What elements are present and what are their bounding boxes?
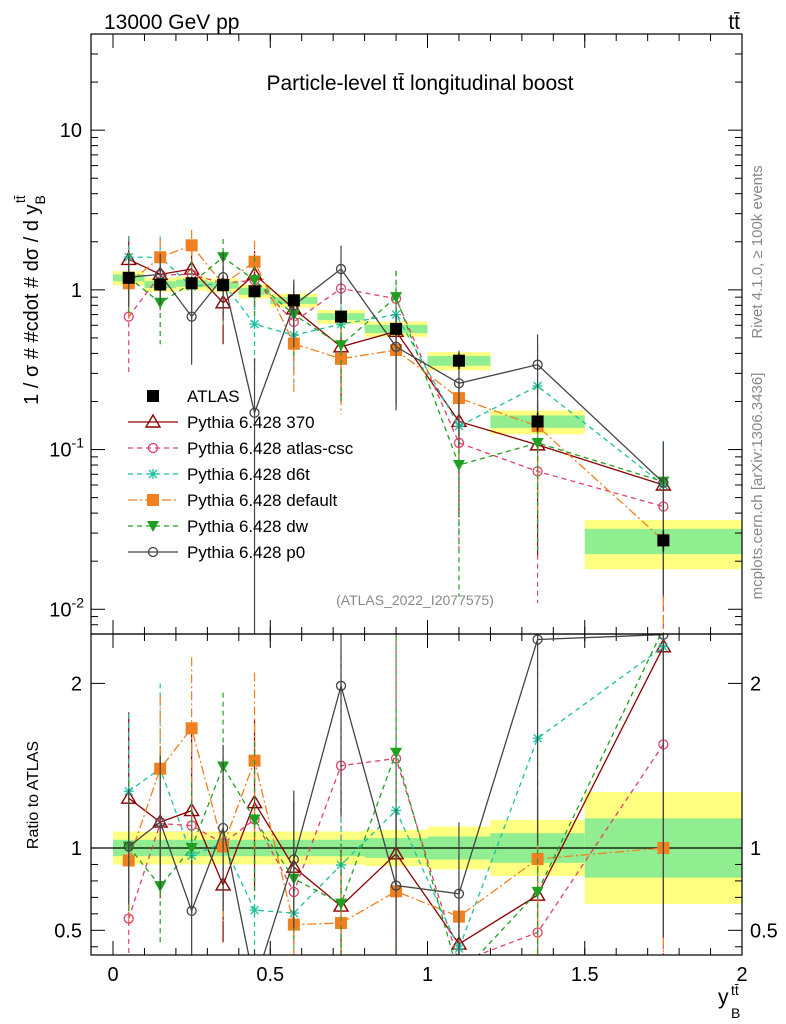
- legend-marker-pythia-6-428-p0: [147, 546, 159, 558]
- pythia-6-428-dw-point: [452, 460, 465, 472]
- pythia-6-428-default-line: [128, 244, 664, 541]
- pythia-6-428-d6t-ratio-line: [128, 646, 664, 951]
- pythia-6-428-dw-point: [390, 292, 403, 304]
- pythia-6-428-dw-point: [531, 437, 544, 449]
- atlas-data-point: [217, 279, 230, 292]
- ratio-tick-label-right: 2: [750, 673, 761, 695]
- pythia-6-428-p0-ratio-point: [532, 634, 543, 645]
- atlas-data-point: [287, 294, 300, 307]
- pythia-6-428-default-point: [335, 352, 348, 365]
- pythia-6-428-dw-ratio-point: [531, 886, 544, 898]
- legend-marker-atlas: [147, 390, 159, 402]
- atlas-data-point: [657, 534, 670, 547]
- svg-text:B: B: [731, 1005, 740, 1021]
- legend: ATLAS Pythia 6.428 370 Pythia 6.428 atlas-…: [128, 387, 354, 562]
- atlas-data-point: [122, 271, 135, 284]
- ratio-tick-label: 1: [71, 838, 82, 860]
- atlas-data-point: [531, 415, 544, 428]
- pythia-6-428-p0-point: [532, 359, 543, 370]
- pythia-6-428-p0-ratio-point: [123, 841, 134, 852]
- pythia-6-428-p0-point: [186, 311, 197, 322]
- atlas-data-point: [248, 285, 261, 298]
- atlas-data-point: [154, 278, 167, 291]
- y-tick-label: 10: [60, 120, 82, 142]
- ratio-tick-label-right: 0.5: [750, 920, 778, 942]
- pythia-6-428-dw-point: [335, 340, 348, 352]
- legend-label-pythia-6-428-default: Pythia 6.428 default: [187, 491, 338, 510]
- x-tick-label: 0.5: [256, 964, 284, 986]
- plot-title: Particle-level tt̄ longitudinal boost: [266, 72, 573, 95]
- axis-ticks: 0 0.5 1 1.5 2 10-2 10-1 1 10 0.5 0.5 1 1 2 2: [49, 33, 778, 986]
- x-tick-label: 0: [107, 964, 118, 986]
- svg-text:1 / σ # #cdot # dσ / d yBtt̄: 1 / σ # #cdot # dσ / d yBtt̄: [12, 195, 48, 405]
- pythia-6-428-p0-point: [658, 477, 669, 488]
- pythia-6-428-dw-ratio-point: [453, 971, 465, 982]
- pythia-6-428-p0-point: [335, 263, 347, 275]
- pythia-6-428-default-point: [185, 239, 198, 252]
- pythia-6-428-d6t-ratio-point: [249, 905, 260, 916]
- y-tick-label: 1: [71, 280, 82, 302]
- pythia-6-428-dw-ratio-point: [335, 898, 348, 910]
- legend-marker-pythia-6-428-dw: [147, 521, 159, 532]
- pythia-6-428-p0-ratio-point: [390, 880, 402, 891]
- pythia-6-428-d6t-point: [249, 319, 260, 330]
- pythia-6-428-p0-point: [390, 341, 402, 352]
- svg-text:y: y: [718, 986, 729, 1009]
- svg-text:tt̄: tt̄: [731, 982, 739, 998]
- pythia-6-428-p0-ratio-line: [128, 634, 664, 955]
- ratio-axis-title: Ratio to ATLAS: [25, 741, 42, 849]
- y-tick-label: 10-1: [49, 435, 84, 462]
- ratio-panel-frame: [90, 633, 743, 956]
- analysis-watermark: (ATLAS_2022_I2077575): [336, 592, 494, 608]
- pythia-6-428-default-ratio-point: [335, 917, 348, 930]
- x-tick-label: 2: [736, 964, 747, 986]
- legend-label-pythia-6-428-370: Pythia 6.428 370: [187, 413, 315, 432]
- legend-marker-pythia-6-428-370: [144, 413, 162, 428]
- pythia-6-428-p0-ratio-point: [186, 905, 197, 917]
- legend-marker-pythia-6-428-d6t: [148, 469, 158, 479]
- pythia-6-428-default-ratio-point: [185, 722, 198, 735]
- ratio-tick-label: 0.5: [54, 920, 82, 942]
- legend-label-pythia-6-428-atlas-csc: Pythia 6.428 atlas-csc: [187, 439, 354, 458]
- atlas-data-point: [452, 354, 465, 367]
- header-right: tt̄: [728, 11, 740, 34]
- header-left: 13000 GeV pp: [104, 11, 239, 34]
- pythia-6-428-p0-ratio-point: [155, 816, 166, 828]
- atlas-data-point: [335, 310, 348, 323]
- mcplots-label: mcplots.cern.ch [arXiv:1306.3436]: [749, 373, 766, 600]
- legend-marker-pythia-6-428-default: [147, 494, 159, 506]
- legend-label-pythia-6-428-dw: Pythia 6.428 dw: [187, 517, 309, 536]
- pythia-6-428-p0-ratio-point: [217, 822, 229, 834]
- atlas-data-point: [390, 322, 403, 335]
- pythia-6-428-p0-ratio-point: [453, 888, 465, 899]
- ratio-tick-label-right: 1: [750, 838, 761, 860]
- pythia-6-428-dw-ratio-point: [248, 814, 261, 826]
- pythia-6-428-atlas-csc-line: [128, 273, 664, 508]
- atlas-data-point: [185, 277, 198, 290]
- x-tick-label: 1.5: [571, 964, 599, 986]
- pythia-6-428-dw-ratio-point: [390, 747, 403, 759]
- pythia-6-428-dw-point: [248, 275, 261, 287]
- y-tick-label: 10-2: [49, 594, 84, 621]
- legend-label-atlas: ATLAS: [187, 387, 240, 406]
- series-ratio-panel: [120, 634, 672, 982]
- pythia-6-428-p0-ratio-point: [658, 634, 669, 640]
- rivet-label: Rivet 4.1.0, ≥ 100k events: [749, 165, 766, 338]
- x-axis-title: y tt̄ B: [718, 982, 740, 1021]
- pythia-6-428-atlas-csc-ratio-point: [454, 958, 463, 967]
- pythia-6-428-p0-ratio-point: [335, 680, 347, 691]
- pythia-6-428-p0-ratio-point: [288, 854, 299, 865]
- ratio-tick-label: 2: [71, 673, 82, 695]
- legend-label-pythia-6-428-p0: Pythia 6.428 p0: [187, 543, 305, 562]
- pythia-6-428-p0-point: [453, 378, 465, 389]
- legend-marker-pythia-6-428-atlas-csc: [147, 442, 159, 454]
- atlas-data: [122, 271, 670, 552]
- y-axis-title: 1 / σ # #cdot # dσ / d yBtt̄: [12, 195, 48, 405]
- legend-label-pythia-6-428-d6t: Pythia 6.428 d6t: [187, 465, 310, 484]
- pythia-6-428-dw-ratio-point: [185, 843, 198, 854]
- x-tick-label: 1: [422, 964, 433, 986]
- pythia-6-428-p0-point: [249, 407, 260, 418]
